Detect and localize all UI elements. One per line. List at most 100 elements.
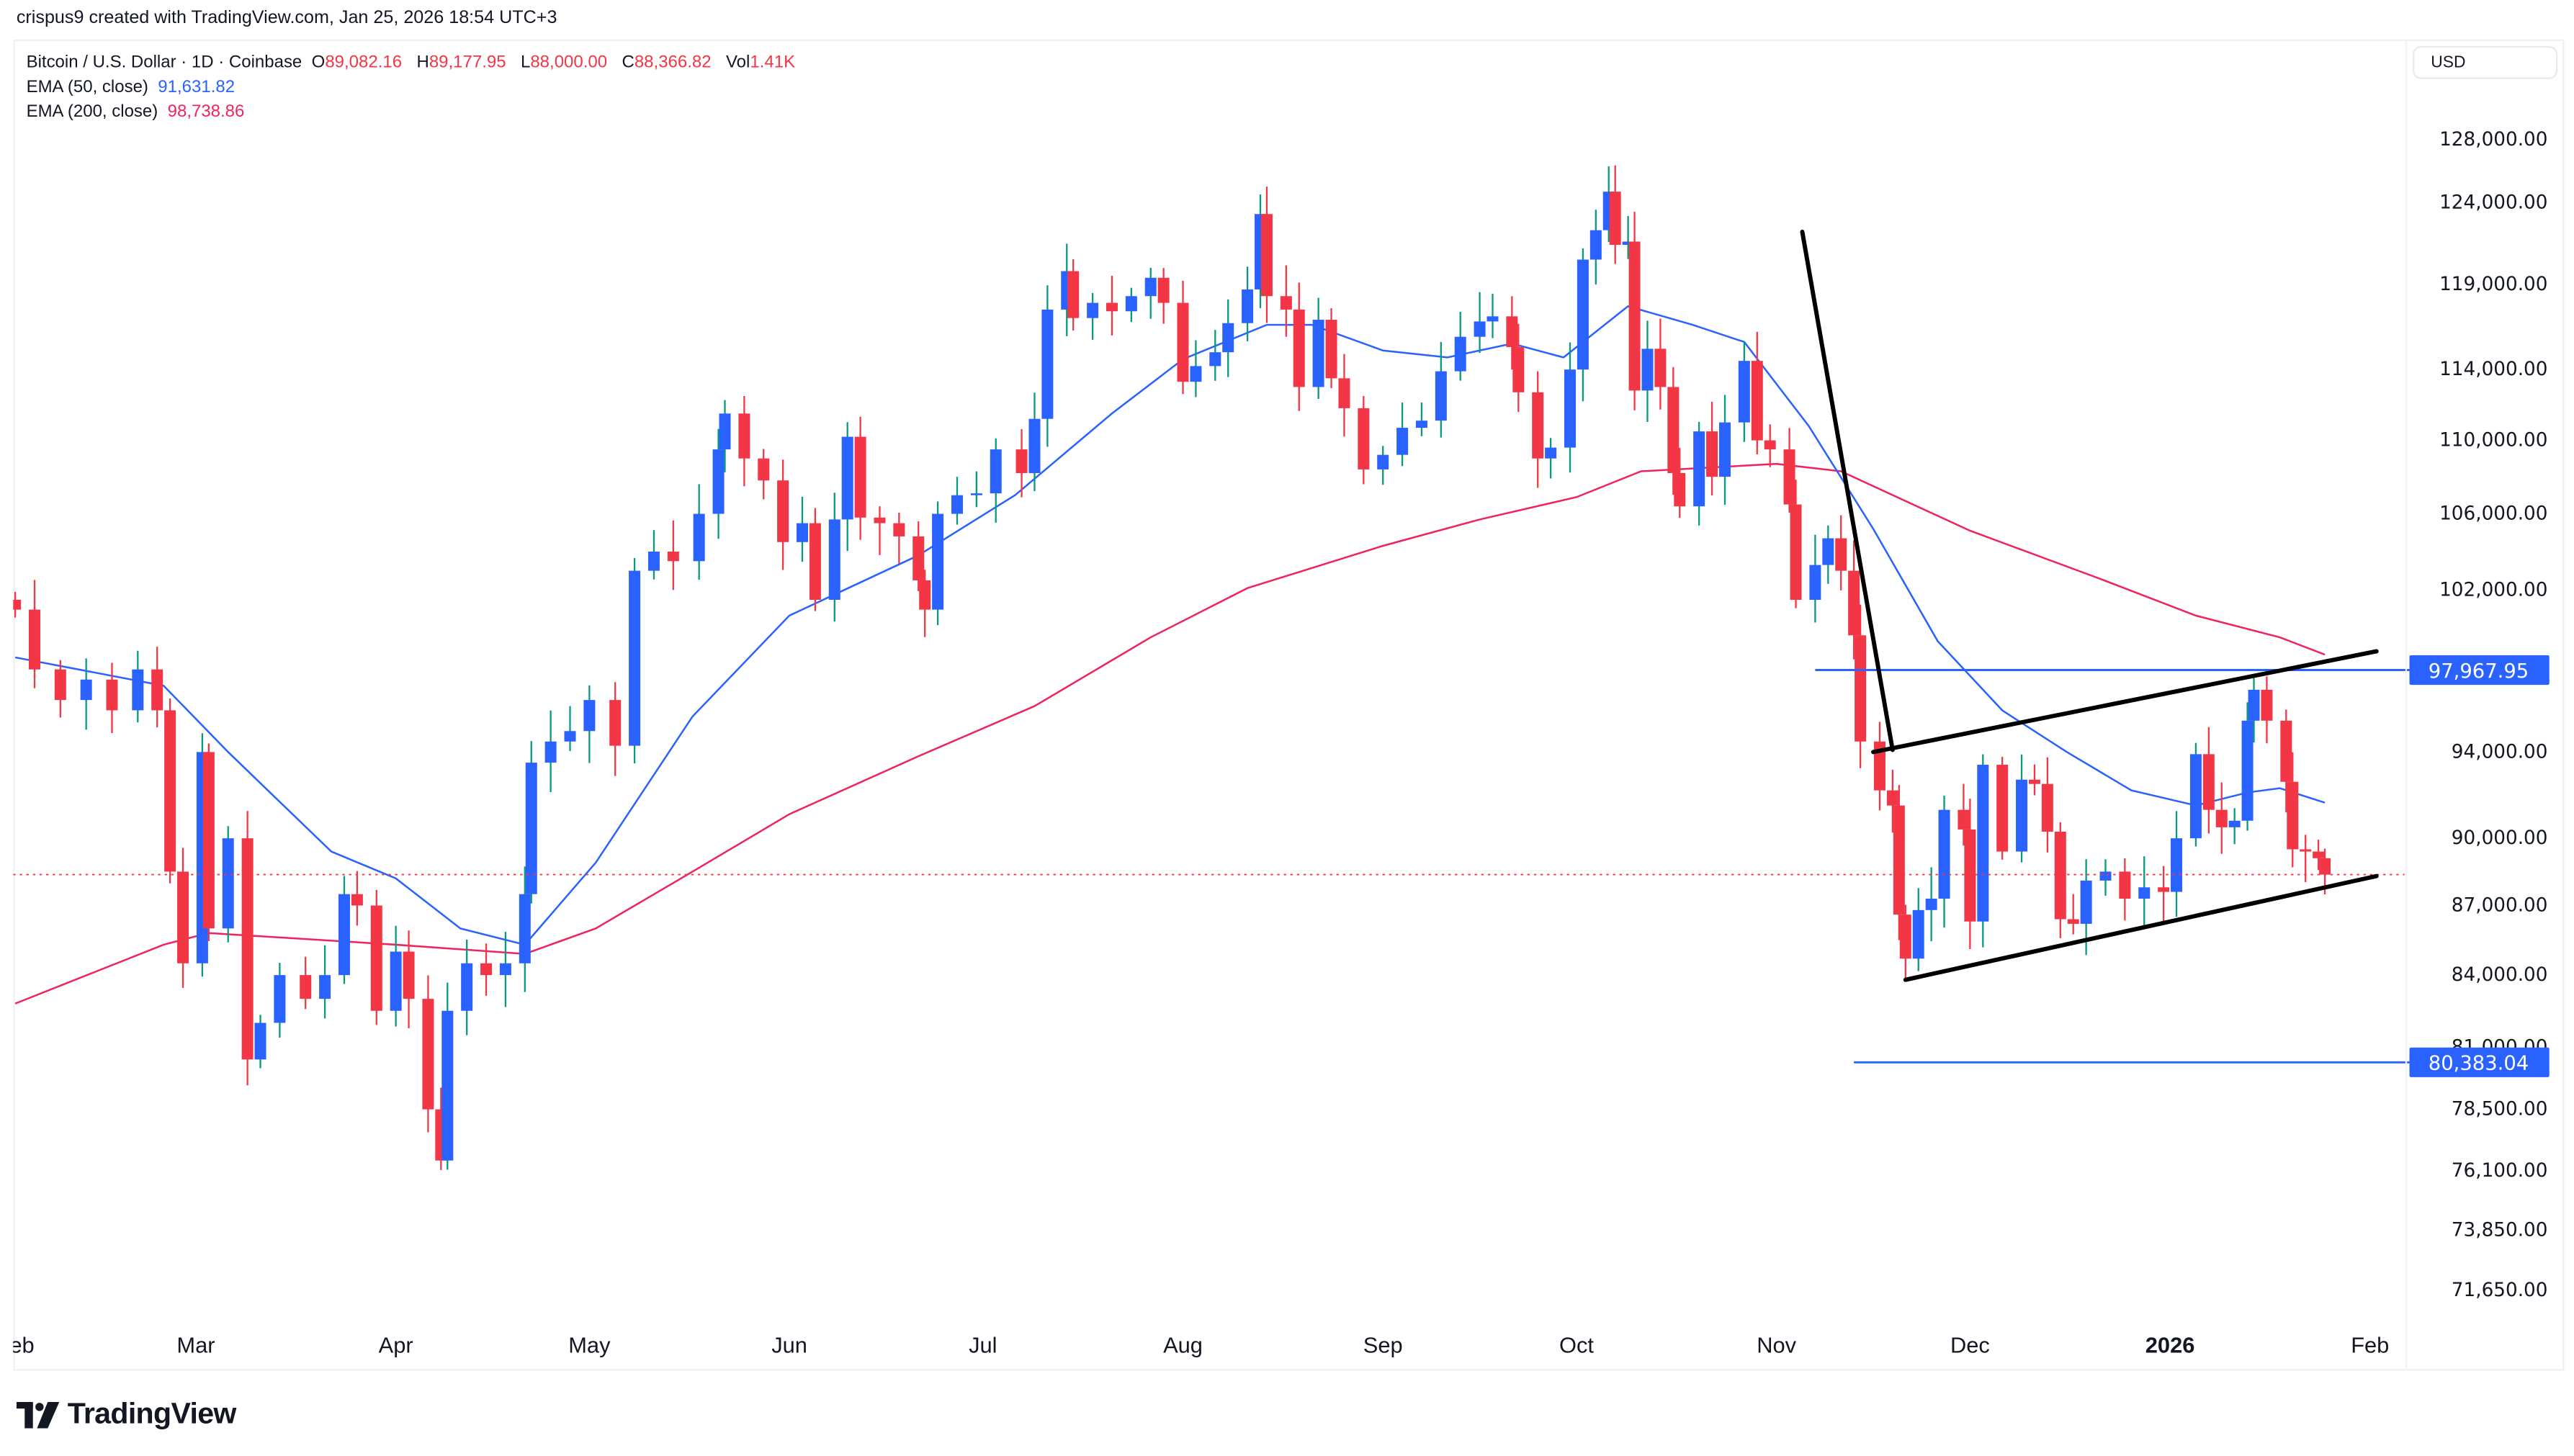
candle-body bbox=[951, 495, 963, 514]
high-label: H bbox=[416, 53, 429, 73]
price-tick-label: 78,500.00 bbox=[2452, 1099, 2548, 1120]
time-tick-label: Mar bbox=[176, 1332, 215, 1357]
candle-body bbox=[1641, 349, 1654, 391]
time-axis: FebMarAprMayJunJulAugSepOctNovDec2026Feb bbox=[0, 39, 2408, 1372]
candle-body bbox=[932, 513, 944, 610]
candle-body bbox=[809, 523, 821, 601]
candle-body bbox=[1790, 504, 1802, 601]
candle-body bbox=[2300, 849, 2312, 852]
candle-body bbox=[738, 413, 750, 459]
trendline[interactable] bbox=[1903, 873, 2379, 982]
candle-body bbox=[874, 517, 886, 523]
candle-body bbox=[1532, 392, 1544, 459]
time-tick-label: Nov bbox=[1757, 1332, 1796, 1357]
price-tick-label: 102,000.00 bbox=[2439, 579, 2547, 601]
candle-body bbox=[1338, 378, 1350, 408]
candle-body bbox=[1855, 635, 1867, 742]
candle-body bbox=[499, 963, 511, 976]
candle-body bbox=[1377, 454, 1389, 469]
legend-ema50-row[interactable]: EMA (50, close) 91,631.82 bbox=[27, 76, 796, 100]
candle-body bbox=[583, 700, 596, 732]
candle-body bbox=[1835, 538, 1847, 571]
price-level-badge[interactable] bbox=[2409, 1047, 2550, 1077]
candle-body bbox=[1015, 449, 1028, 473]
candle-body bbox=[1028, 418, 1041, 473]
candle-body bbox=[1899, 915, 1911, 959]
candle-body bbox=[2099, 871, 2112, 881]
candle-body bbox=[1293, 309, 1305, 387]
candle-body bbox=[1738, 361, 1750, 423]
candle-body bbox=[422, 999, 434, 1110]
candle-body bbox=[1260, 214, 1273, 297]
candle-body bbox=[1706, 431, 1718, 477]
brand-name: TradingView bbox=[67, 1397, 237, 1430]
candle-body bbox=[2241, 720, 2254, 821]
candle-body bbox=[2215, 809, 2228, 827]
candle-body bbox=[1506, 316, 1518, 347]
candle-body bbox=[1087, 302, 1099, 318]
candle-body bbox=[693, 513, 705, 562]
chart-legend: Bitcoin / U.S. Dollar · 1D · Coinbase O8… bbox=[27, 51, 796, 125]
low-value: 88,000.00 bbox=[530, 53, 608, 73]
close-label: C bbox=[622, 53, 634, 73]
candle-body bbox=[274, 975, 286, 1023]
candle-body bbox=[1667, 387, 1680, 473]
price-tick-label: 71,650.00 bbox=[2452, 1280, 2548, 1301]
time-tick-label: 2026 bbox=[2145, 1332, 2195, 1357]
price-tick-label: 119,000.00 bbox=[2439, 274, 2547, 295]
candle-body bbox=[854, 436, 866, 518]
candle-body bbox=[1474, 321, 1486, 337]
candle-body bbox=[1358, 408, 1370, 469]
symbol-title[interactable]: Bitcoin / U.S. Dollar · 1D · Coinbase bbox=[26, 53, 302, 73]
candle-body bbox=[28, 609, 40, 670]
candle-body bbox=[2028, 779, 2040, 784]
candle-body bbox=[177, 871, 189, 963]
candle-body bbox=[1674, 472, 1686, 507]
candle-body bbox=[1996, 765, 2009, 852]
candle-body bbox=[609, 700, 622, 746]
price-tick-label: 110,000.00 bbox=[2439, 430, 2547, 451]
candle-body bbox=[841, 436, 853, 520]
left-margin bbox=[0, 39, 14, 1372]
candle-body bbox=[1177, 302, 1189, 382]
candle-body bbox=[1144, 277, 1157, 297]
candle-body bbox=[647, 552, 660, 571]
candle-body bbox=[1589, 230, 1602, 260]
trendline[interactable] bbox=[1800, 229, 1895, 752]
candle-body bbox=[828, 519, 840, 601]
tradingview-logo[interactable]: TradingView bbox=[16, 1397, 237, 1432]
candle-body bbox=[1312, 320, 1324, 387]
candle-body bbox=[1396, 428, 1409, 455]
candle-body bbox=[461, 963, 473, 1011]
candle-body bbox=[758, 458, 770, 481]
price-level-badge[interactable] bbox=[2409, 655, 2550, 686]
candle-body bbox=[2280, 720, 2292, 782]
candle-body bbox=[2041, 783, 2053, 832]
legend-ema200-row[interactable]: EMA (200, close) 98,738.86 bbox=[27, 100, 796, 125]
candle-body bbox=[1783, 449, 1795, 505]
candle-body bbox=[2054, 831, 2066, 920]
tradingview-logo-icon bbox=[16, 1401, 60, 1428]
price-tick-label: 114,000.00 bbox=[2439, 359, 2547, 380]
ema-lines bbox=[14, 305, 2326, 1005]
candle-body bbox=[1486, 316, 1499, 322]
candle-body bbox=[919, 580, 931, 610]
price-tick-label: 128,000.00 bbox=[2439, 129, 2547, 150]
candle-body bbox=[151, 669, 163, 711]
candle-body bbox=[1435, 371, 1447, 421]
candle-body bbox=[1938, 809, 1950, 899]
candle-body bbox=[1809, 565, 1821, 601]
price-tick-label: 87,000.00 bbox=[2452, 894, 2548, 916]
legend-symbol-row: Bitcoin / U.S. Dollar · 1D · Coinbase O8… bbox=[27, 51, 796, 76]
candle-body bbox=[1886, 790, 1898, 806]
candle-body bbox=[1041, 309, 1054, 419]
candle-body bbox=[2138, 887, 2151, 899]
trendline[interactable] bbox=[1871, 649, 2379, 755]
currency-button[interactable]: USD bbox=[2413, 45, 2558, 79]
candle-body bbox=[1209, 352, 1221, 367]
candle-body bbox=[719, 413, 731, 450]
candle-body bbox=[2080, 880, 2092, 924]
candle-body bbox=[54, 669, 66, 701]
